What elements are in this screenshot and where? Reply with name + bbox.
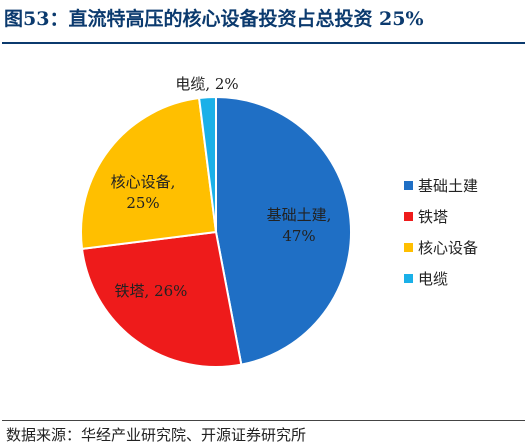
legend-swatch [404,212,413,221]
legend-label: 铁塔 [418,208,448,226]
pie-slice-4 [197,95,217,233]
legend-swatch [404,274,413,283]
source-note: 数据来源：华经产业研究院、开源证券研究所 [6,426,307,444]
pie-slice-1 [215,95,352,366]
legend-item-3: 核心设备 [404,239,478,257]
slice-label-4: 电缆, 2% [175,75,238,93]
legend-label: 电缆 [418,270,448,288]
legend-item-1: 基础土建 [404,177,478,195]
legend-swatch [404,181,413,190]
pie-slices [80,95,352,368]
slice-label-1: 基础土建, 47% [267,206,332,245]
legend-item-2: 铁塔 [404,208,448,226]
legend-label: 基础土建 [418,177,478,195]
title-divider [2,42,525,44]
slice-label-3: 核心设备, 25% [111,173,176,212]
pie-slice-labels: 基础土建, 47% 铁塔, 26% 核心设备, 25% 电缆, 2% [111,75,332,300]
legend-label: 核心设备 [418,239,478,257]
legend-swatch [404,243,413,252]
legend-item-4: 电缆 [404,270,448,288]
figure-title: 图53：直流特高压的核心设备投资占总投资 25% [4,8,424,30]
pie-slice-2 [80,230,243,368]
pie-slice-3 [80,96,218,251]
slice-label-2: 铁塔, 26% [115,282,188,300]
source-divider [2,420,525,421]
